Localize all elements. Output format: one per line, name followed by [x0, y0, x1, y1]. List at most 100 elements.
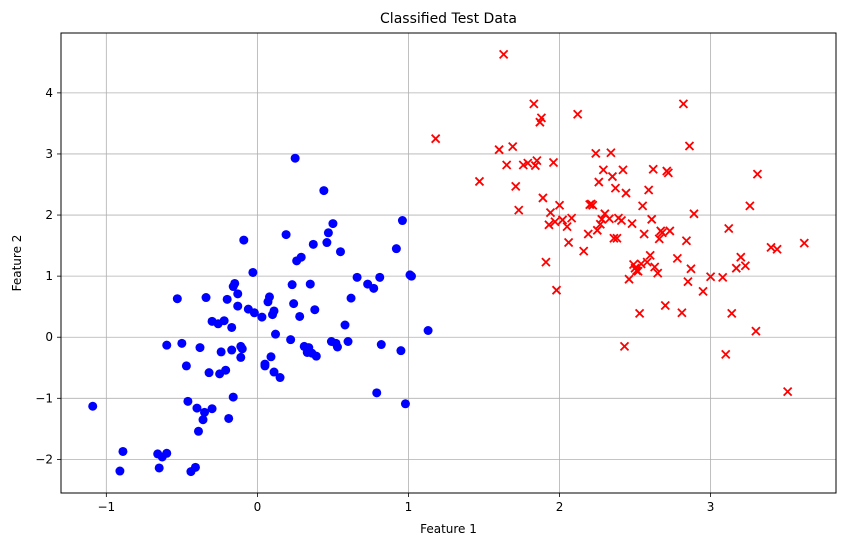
- data-point-x: [772, 244, 782, 254]
- data-point-x: [583, 229, 593, 239]
- data-point-circle: [391, 244, 401, 254]
- data-point-circle: [222, 294, 232, 304]
- data-point-x: [683, 276, 693, 287]
- data-point-x: [637, 201, 648, 211]
- data-point-circle: [248, 267, 258, 277]
- data-point-circle: [406, 271, 416, 281]
- data-point-x: [529, 99, 539, 109]
- data-point-x: [650, 262, 660, 272]
- data-point-x: [653, 268, 663, 278]
- data-point-x: [727, 308, 737, 319]
- data-point-x: [563, 237, 574, 248]
- data-point-circle: [154, 463, 164, 473]
- data-point-x: [745, 201, 755, 211]
- data-point-x: [624, 274, 634, 284]
- data-point-circle: [260, 361, 270, 371]
- data-point-x: [752, 169, 763, 179]
- data-point-x: [532, 156, 542, 166]
- data-point-circle: [233, 301, 243, 311]
- data-point-circle: [239, 235, 249, 245]
- data-point-circle: [227, 345, 237, 355]
- data-point-x: [684, 141, 695, 151]
- data-point-circle: [183, 396, 193, 406]
- data-point-x: [678, 99, 689, 109]
- data-point-circle: [295, 311, 305, 321]
- y-tick-label: 0: [45, 330, 53, 344]
- data-point-x: [731, 263, 741, 273]
- data-point-x: [627, 218, 637, 229]
- data-point-x: [799, 238, 809, 248]
- data-point-x: [562, 222, 572, 232]
- chart-title: Classified Test Data: [380, 11, 517, 27]
- data-point-x: [634, 308, 645, 319]
- data-point-circle: [190, 462, 200, 472]
- data-point-x: [718, 272, 728, 282]
- data-point-x: [681, 236, 692, 246]
- data-point-circle: [308, 239, 318, 249]
- data-point-x: [645, 250, 655, 261]
- data-point-circle: [328, 219, 338, 229]
- data-point-circle: [237, 344, 247, 354]
- data-point-x: [783, 386, 793, 397]
- data-point-circle: [200, 407, 210, 417]
- data-point-x: [721, 349, 731, 359]
- data-point-x: [705, 272, 716, 282]
- data-point-x: [654, 234, 664, 244]
- y-axis-label: Feature 2: [10, 235, 24, 292]
- data-point-circle: [311, 351, 321, 361]
- y-tick-label: −1: [35, 391, 53, 405]
- data-point-x: [508, 141, 518, 152]
- data-point-x: [606, 148, 616, 158]
- x-tick-label: 0: [254, 500, 262, 514]
- data-point-x: [597, 214, 607, 224]
- data-point-circle: [236, 352, 246, 362]
- data-point-circle: [281, 230, 291, 240]
- data-point-circle: [346, 293, 356, 303]
- data-point-circle: [249, 308, 259, 318]
- data-point-x: [551, 285, 562, 295]
- data-point-circle: [352, 272, 362, 282]
- data-point-x: [499, 49, 509, 60]
- data-point-x: [609, 233, 619, 243]
- data-point-x: [618, 165, 628, 175]
- data-point-x: [557, 215, 568, 225]
- data-point-circle: [332, 342, 342, 352]
- data-point-x: [677, 308, 687, 318]
- data-point-x: [619, 341, 630, 352]
- data-point-x: [689, 209, 699, 219]
- data-point-circle: [400, 399, 410, 409]
- data-point-circle: [296, 252, 306, 262]
- data-point-circle: [195, 343, 205, 353]
- data-point-x: [594, 177, 604, 187]
- data-point-circle: [289, 299, 299, 309]
- data-point-circle: [322, 238, 332, 248]
- data-point-circle: [181, 361, 191, 371]
- data-point-circle: [423, 326, 433, 336]
- data-point-circle: [275, 373, 285, 383]
- data-point-circle: [172, 294, 182, 304]
- data-point-x: [672, 253, 683, 264]
- data-point-circle: [216, 347, 226, 357]
- data-point-x: [579, 246, 589, 256]
- data-point-x: [736, 252, 746, 262]
- data-point-x: [573, 109, 583, 119]
- data-point-circle: [207, 404, 217, 414]
- data-point-circle: [290, 153, 300, 163]
- data-point-x: [607, 171, 618, 182]
- data-point-x: [633, 266, 643, 276]
- data-point-circle: [271, 329, 281, 339]
- data-point-x: [514, 205, 524, 215]
- data-point-circle: [115, 466, 125, 476]
- x-axis-label: Feature 1: [420, 522, 477, 536]
- data-point-circle: [204, 368, 214, 378]
- data-point-x: [639, 229, 649, 239]
- data-point-x: [548, 157, 559, 168]
- data-point-circle: [88, 401, 98, 411]
- data-point-circle: [266, 352, 276, 362]
- data-point-circle: [269, 306, 279, 316]
- data-points: [88, 49, 809, 477]
- data-point-circle: [227, 322, 237, 332]
- data-point-x: [724, 223, 734, 234]
- data-point-circle: [192, 403, 202, 413]
- data-point-x: [523, 158, 533, 168]
